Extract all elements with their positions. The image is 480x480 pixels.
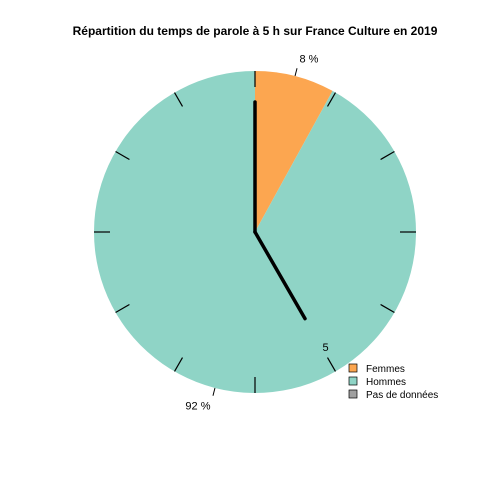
legend-label: Pas de données (366, 390, 438, 401)
legend-swatch (348, 363, 358, 373)
legend-swatch (348, 389, 358, 399)
legend-label: Femmes (366, 364, 405, 375)
slice-label: 92 % (185, 400, 210, 412)
clock-tick (173, 357, 184, 372)
hour-hand (253, 230, 307, 321)
clock-tick (173, 92, 184, 107)
clock-ticks (94, 71, 416, 393)
slice-label-leader (294, 68, 298, 77)
legend: Femmes Hommes Pas de données (348, 363, 438, 401)
clock-tick (380, 150, 395, 161)
legend-label: Hommes (366, 377, 406, 388)
pie-slice-femmes (255, 71, 333, 232)
slice-labels: 5 8 % 92 % (185, 54, 328, 413)
slice-label-leader (212, 387, 216, 396)
slice-label: 8 % (300, 54, 319, 66)
clock-hands (253, 100, 307, 321)
clock-tick (115, 150, 130, 161)
clock-tick (326, 92, 337, 107)
legend-swatch (348, 376, 358, 386)
clock-tick (115, 303, 130, 314)
clock-tick (380, 303, 395, 314)
chart-title: Répartition du temps de parole à 5 h sur… (73, 24, 438, 38)
hour-label: 5 (322, 342, 328, 354)
clock-tick (326, 357, 337, 372)
